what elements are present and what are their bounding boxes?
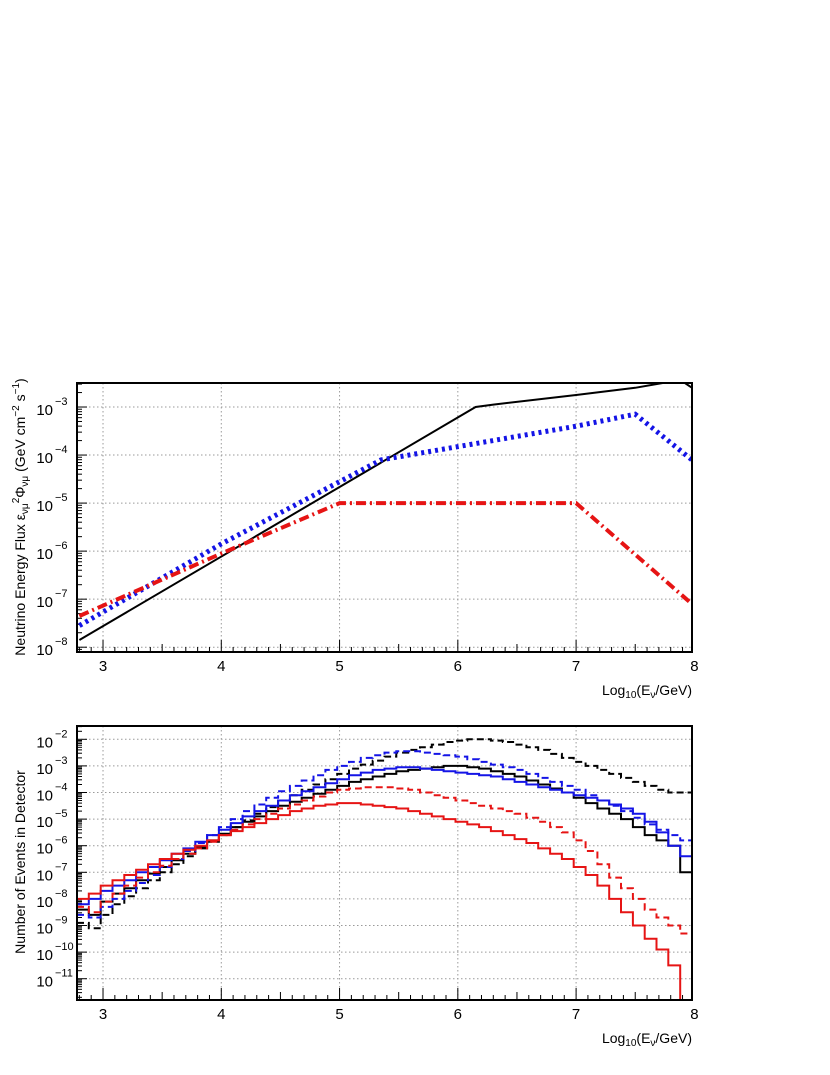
y-tick-label: 10: [36, 867, 53, 884]
x-tick-label: 4: [217, 658, 225, 675]
y-tick-label: 10: [36, 921, 53, 938]
x-tick-label: 4: [217, 1006, 225, 1023]
y-tick-exponent: −3: [55, 396, 68, 408]
x-tick-label: 7: [572, 658, 580, 675]
series-line-2-4: [77, 750, 692, 1000]
y-tick-exponent: −4: [55, 444, 68, 456]
y-tick-exponent: −11: [55, 968, 73, 980]
x-tick-label: 5: [335, 658, 343, 675]
y-tick-exponent: −8: [55, 888, 68, 900]
y-tick-label: 10: [36, 814, 53, 831]
x-tick-label: 3: [99, 1006, 107, 1023]
x-tick-label: 5: [335, 1006, 343, 1023]
y-axis-label: Neutrino Energy Flux ενμ2Φνμ (GeV cm−2 s…: [11, 378, 31, 655]
y-tick-exponent: −9: [55, 915, 68, 927]
x-tick-label: 6: [454, 658, 462, 675]
y-tick-label: 10: [36, 974, 53, 991]
y-tick-label: 10: [36, 947, 53, 964]
plot-frame: [76, 382, 693, 653]
plot-frame: [76, 725, 693, 1001]
y-tick-exponent: −8: [55, 636, 68, 648]
y-tick-label: 10: [36, 761, 53, 778]
series-line-1-3: [78, 501, 692, 618]
chart-panel-1: 3 4 5 6 7 810−810−710−610−510−410 −3Log10(Eν/G…: [11, 378, 699, 701]
y-tick-label: 10: [36, 841, 53, 858]
y-tick-exponent: −2: [55, 728, 68, 740]
series-line-2-3: [77, 766, 692, 1000]
series-line-1-2: [78, 411, 692, 628]
y-tick-exponent: −3: [55, 755, 68, 767]
y-tick-label: 10: [36, 498, 53, 515]
series-line-2-5: [77, 802, 692, 1000]
y-tick-label: 10: [36, 788, 53, 805]
x-tick-label: 3: [99, 658, 107, 675]
x-tick-label: 8: [690, 658, 698, 675]
y-tick-exponent: −4: [55, 782, 68, 794]
x-axis-label: Log10(Eν/GeV): [602, 682, 692, 701]
series-line-2-2: [77, 738, 692, 1000]
series-line-1-1: [78, 383, 692, 641]
y-tick-label: 10: [36, 450, 53, 467]
y-tick-label: 10: [36, 546, 53, 563]
y-tick-exponent: −7: [55, 588, 68, 600]
y-tick-label: 10: [36, 402, 53, 419]
y-tick-label: 10: [36, 734, 53, 751]
y-tick-label: 10: [36, 642, 53, 659]
x-tick-label: 6: [454, 1006, 462, 1023]
x-axis-label: Log10(Eν/GeV): [602, 1030, 692, 1049]
x-tick-label: 7: [572, 1006, 580, 1023]
y-tick-exponent: −5: [55, 808, 68, 820]
y-tick-exponent: −5: [55, 492, 68, 504]
y-tick-exponent: −7: [55, 861, 68, 873]
chart-panel-2: 3 4 5 6 7 810−1110−1010−910−810−710−610−510−4…: [12, 725, 699, 1049]
x-tick-label: 8: [690, 1006, 698, 1023]
y-tick-exponent: −6: [55, 835, 68, 847]
y-tick-exponent: −10: [55, 941, 74, 953]
y-tick-label: 10: [36, 894, 53, 911]
y-tick-label: 10: [36, 594, 53, 611]
y-tick-exponent: −6: [55, 540, 68, 552]
y-axis-label: Number of Events in Detector: [12, 770, 28, 954]
